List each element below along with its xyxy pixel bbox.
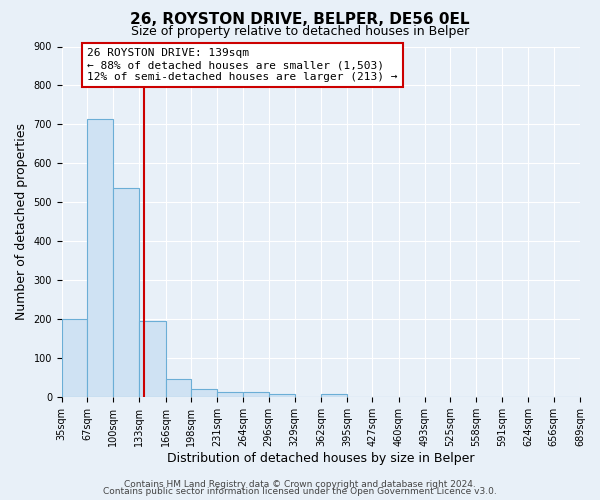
Bar xyxy=(269,394,295,397)
Bar xyxy=(243,392,269,397)
Text: 26, ROYSTON DRIVE, BELPER, DE56 0EL: 26, ROYSTON DRIVE, BELPER, DE56 0EL xyxy=(130,12,470,28)
Bar xyxy=(87,119,113,397)
Bar xyxy=(321,394,347,397)
Bar xyxy=(62,318,87,397)
Y-axis label: Number of detached properties: Number of detached properties xyxy=(15,124,28,320)
X-axis label: Distribution of detached houses by size in Belper: Distribution of detached houses by size … xyxy=(167,452,475,465)
Bar xyxy=(217,392,243,397)
Bar xyxy=(139,321,166,397)
Bar xyxy=(191,389,217,397)
Text: 26 ROYSTON DRIVE: 139sqm
← 88% of detached houses are smaller (1,503)
12% of sem: 26 ROYSTON DRIVE: 139sqm ← 88% of detach… xyxy=(87,48,398,82)
Text: Size of property relative to detached houses in Belper: Size of property relative to detached ho… xyxy=(131,25,469,38)
Text: Contains public sector information licensed under the Open Government Licence v3: Contains public sector information licen… xyxy=(103,488,497,496)
Bar xyxy=(166,380,191,397)
Text: Contains HM Land Registry data © Crown copyright and database right 2024.: Contains HM Land Registry data © Crown c… xyxy=(124,480,476,489)
Bar xyxy=(113,188,139,397)
